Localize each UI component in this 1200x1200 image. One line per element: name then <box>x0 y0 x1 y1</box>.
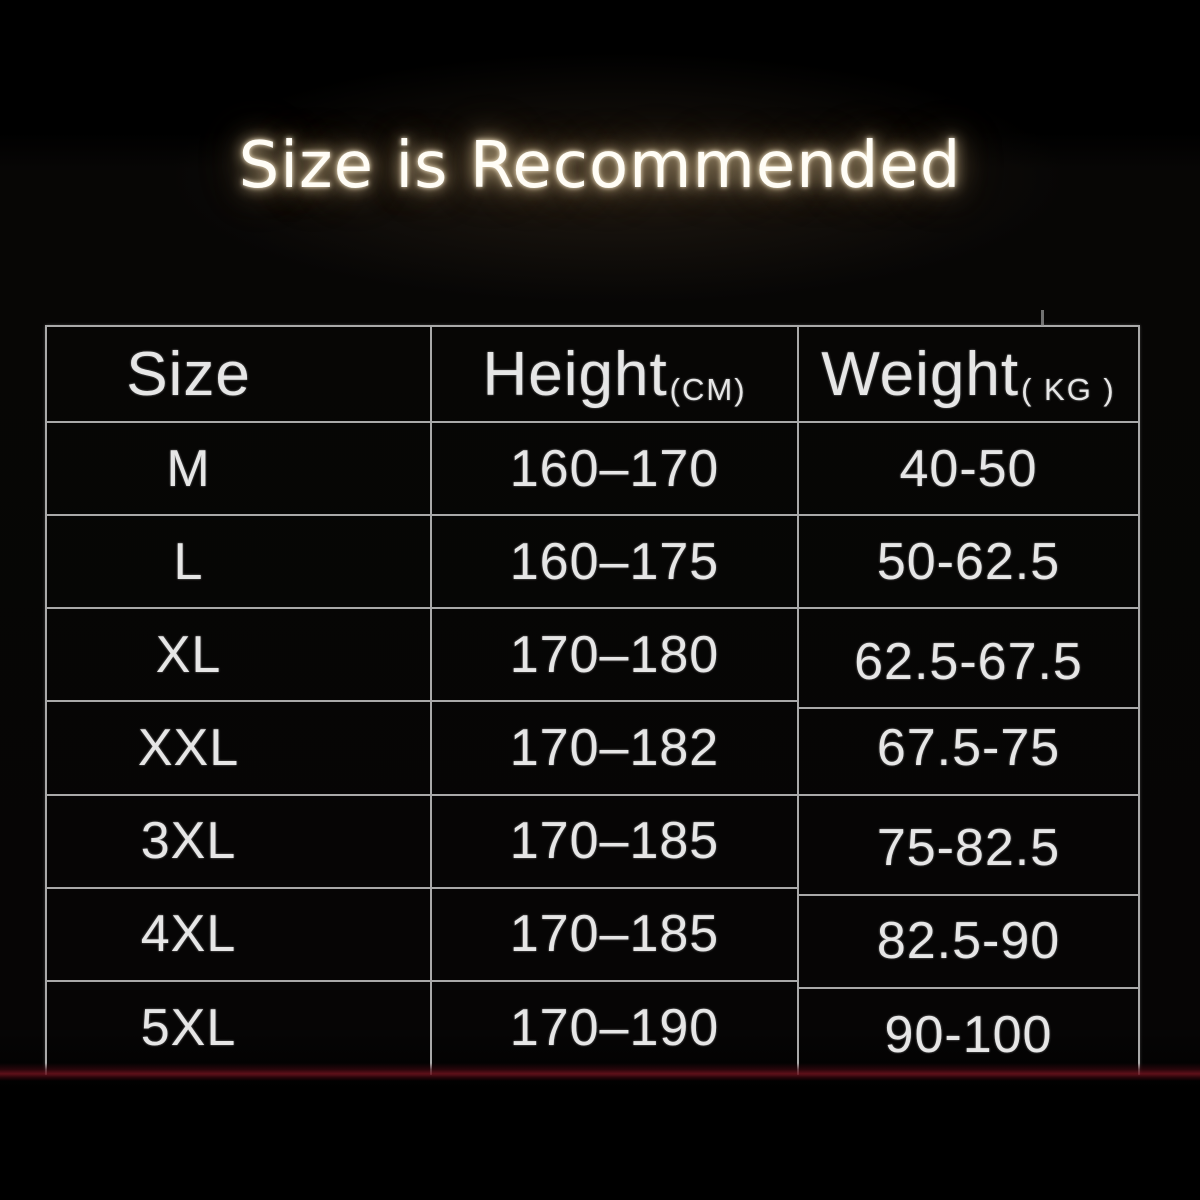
page-title: Size is Recommended <box>238 129 962 203</box>
size-cell: 5XL <box>47 981 432 1075</box>
weight-cell: 62.5-67.5 <box>799 616 1138 710</box>
height-cell: 160–175 <box>432 516 799 610</box>
border-artifact-line <box>1041 310 1044 326</box>
size-cell: M <box>47 423 432 517</box>
column-header-weight: Weight ( KG ) <box>799 327 1138 423</box>
column-unit: (CM) <box>669 372 747 407</box>
height-cell: 170–190 <box>432 981 799 1075</box>
weight-cell: 75-82.5 <box>799 803 1138 896</box>
height-cell: 170–180 <box>432 609 799 703</box>
column-unit: ( KG ) <box>1021 372 1116 407</box>
height-cell: 170–185 <box>432 888 799 982</box>
weight-cell: 82.5-90 <box>799 896 1138 989</box>
size-cell: 3XL <box>47 795 432 889</box>
weight-cell: 90-100 <box>884 1006 1053 1065</box>
weight-cell: 40-50 <box>799 423 1138 517</box>
column-label: Weight <box>821 339 1020 409</box>
column-label: Size <box>126 339 251 409</box>
size-cell: 4XL <box>47 888 432 982</box>
weight-cell: 67.5-75 <box>799 702 1138 796</box>
size-table: Size Height (CM) Weight ( KG ) M 160–170… <box>45 325 1140 1075</box>
height-cell: 170–182 <box>432 702 799 796</box>
size-cell: L <box>47 516 432 610</box>
column-header-height: Height (CM) <box>432 327 799 423</box>
size-cell: XXL <box>47 702 432 796</box>
height-cell: 170–185 <box>432 795 799 889</box>
size-cell: XL <box>47 609 432 703</box>
weight-cell: 50-62.5 <box>799 516 1138 610</box>
column-header-size: Size <box>47 327 432 423</box>
height-cell: 160–170 <box>432 423 799 517</box>
column-label: Height <box>482 339 668 409</box>
